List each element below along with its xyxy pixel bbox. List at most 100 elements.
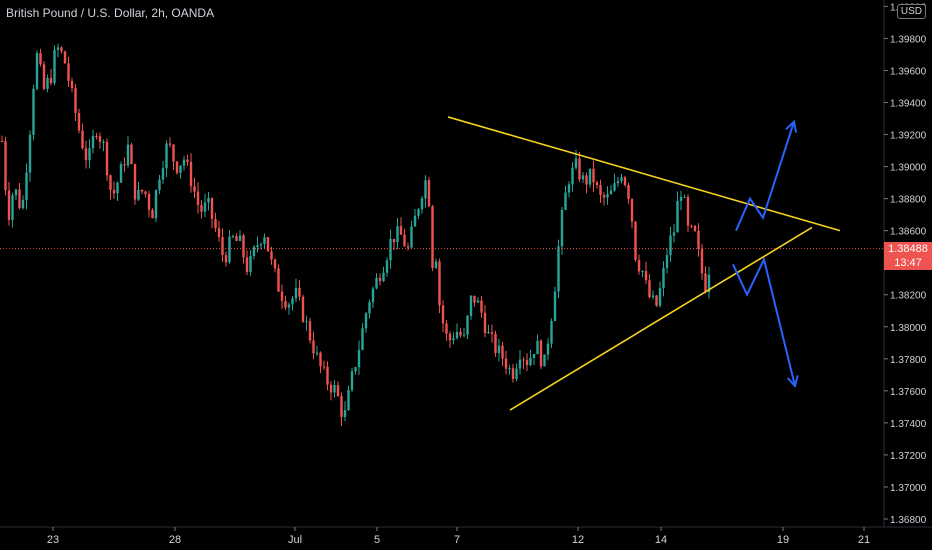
candle-body xyxy=(284,300,287,308)
candle-body xyxy=(123,164,126,166)
price-tick-label: 1.37600 xyxy=(890,387,927,398)
candle-body xyxy=(697,230,700,250)
candle-body xyxy=(679,196,683,201)
candle-body xyxy=(613,183,616,191)
candle-body xyxy=(56,47,60,50)
last-price-value: 1.38488 xyxy=(888,242,928,255)
candle-body xyxy=(651,295,655,298)
candle-body xyxy=(147,194,151,210)
bullish-projection-path[interactable] xyxy=(735,121,795,232)
candle-body xyxy=(301,296,305,322)
candle-body xyxy=(315,352,319,354)
price-tick-label: 1.37800 xyxy=(890,355,927,366)
candle-body xyxy=(658,288,662,306)
candle-body xyxy=(7,190,11,220)
time-tick-label: 19 xyxy=(777,534,789,546)
candle-body xyxy=(32,88,35,135)
candle-body xyxy=(487,332,490,334)
candle-body xyxy=(249,256,252,273)
candle-body xyxy=(490,332,494,334)
price-tick-label: 1.36800 xyxy=(890,515,927,526)
candle-body xyxy=(186,159,189,162)
time-axis[interactable]: 23 28 Jul 5 7 12 14 19 21 xyxy=(0,526,932,546)
candle-body xyxy=(410,226,413,248)
bearish-projection-arrowhead[interactable] xyxy=(786,375,799,389)
candle-body xyxy=(417,209,420,216)
candle-body xyxy=(623,177,627,186)
candle-body xyxy=(175,161,179,173)
candle-body xyxy=(553,291,557,321)
candle-body xyxy=(312,340,315,354)
candle-body xyxy=(137,189,140,200)
candle-body xyxy=(91,136,95,149)
candle-body xyxy=(602,195,606,198)
price-tick-label: 1.39800 xyxy=(890,34,927,45)
candle-body xyxy=(322,366,326,368)
candle-body xyxy=(343,409,347,417)
time-tick-label: 23 xyxy=(47,534,59,546)
candle-body xyxy=(182,159,186,166)
candle-body xyxy=(277,268,280,292)
candle-body xyxy=(532,354,536,358)
candle-body xyxy=(396,226,399,243)
candle-body xyxy=(424,180,427,199)
bar-countdown: 13:47 xyxy=(894,256,922,269)
candle-body xyxy=(235,236,238,241)
candle-body xyxy=(641,271,644,273)
candle-body xyxy=(231,236,235,238)
candle-body xyxy=(564,192,567,210)
candle-body xyxy=(329,384,333,393)
candle-body xyxy=(574,158,578,168)
drawings-layer[interactable] xyxy=(447,116,841,411)
candle-body xyxy=(700,249,704,274)
candle-body xyxy=(581,175,585,180)
candle-body xyxy=(102,141,105,143)
candle-body xyxy=(434,261,438,268)
candle-body xyxy=(242,235,245,258)
currency-button[interactable]: USD xyxy=(896,4,926,19)
candle-body xyxy=(707,274,711,293)
candle-body xyxy=(382,272,385,282)
candle-body xyxy=(224,255,228,263)
candle-body xyxy=(210,198,214,219)
lower-support-trendline[interactable] xyxy=(509,226,813,411)
candle-body xyxy=(263,237,266,244)
candle-body xyxy=(336,385,340,397)
candle-body xyxy=(11,195,14,220)
chart-title: British Pound / U.S. Dollar, 2h, OANDA xyxy=(6,6,215,20)
candle-body xyxy=(466,315,469,335)
price-tick-label: 1.38600 xyxy=(890,227,927,238)
price-tick-label: 1.38800 xyxy=(890,195,927,206)
candle-body xyxy=(609,190,613,195)
candle-body xyxy=(690,225,693,227)
bullish-projection-arrowhead[interactable] xyxy=(785,119,798,133)
candle-body xyxy=(133,163,137,200)
candle-body xyxy=(305,321,308,323)
candle-body xyxy=(452,338,455,341)
price-tick-label: 1.37400 xyxy=(890,419,927,430)
candle-body xyxy=(504,358,508,369)
candle-body xyxy=(536,340,539,355)
candle-body xyxy=(308,321,312,341)
upper-resistance-trendline[interactable] xyxy=(447,116,841,232)
candle-body xyxy=(595,182,599,186)
candle-body xyxy=(543,354,546,367)
candle-body xyxy=(550,320,553,344)
candle-body xyxy=(455,331,459,339)
candle-body xyxy=(203,202,207,212)
candle-body xyxy=(375,277,378,289)
bearish-projection-path[interactable] xyxy=(732,256,796,387)
candle-body xyxy=(655,295,658,306)
candle-body xyxy=(25,172,28,200)
candle-body xyxy=(77,113,81,131)
candle-body xyxy=(539,340,543,367)
candle-body xyxy=(259,243,263,246)
candle-body xyxy=(63,51,67,64)
candle-body xyxy=(557,246,560,292)
time-tick-label: 12 xyxy=(572,534,584,546)
candle-body xyxy=(161,168,165,180)
candle-body xyxy=(448,333,452,341)
candle-body xyxy=(480,300,483,313)
candle-body xyxy=(4,141,7,191)
